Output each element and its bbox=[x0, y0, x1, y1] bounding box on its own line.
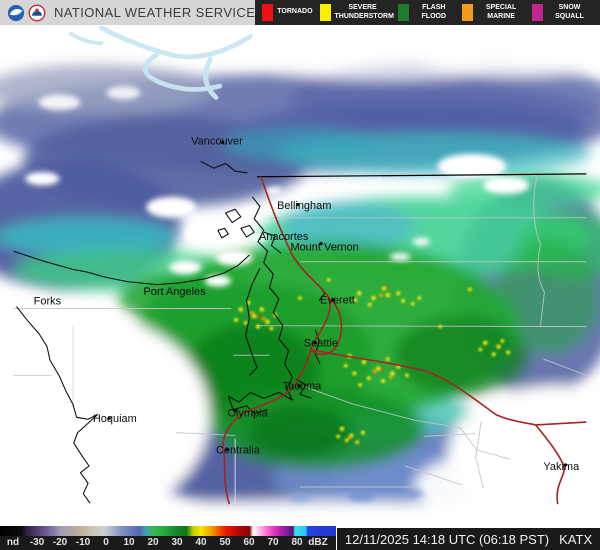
nws-home-link[interactable]: NATIONAL WEATHER SERVICE bbox=[0, 4, 255, 22]
tick-80: 80 bbox=[291, 537, 303, 548]
flash-flood-swatch bbox=[397, 4, 409, 21]
tick-0: 0 bbox=[103, 537, 109, 548]
tick-nd: nd bbox=[6, 537, 20, 548]
highway-lines bbox=[221, 176, 587, 505]
light-echo-specks bbox=[288, 489, 425, 503]
special-marine-swatch bbox=[462, 4, 474, 21]
nws-logo-icon bbox=[28, 4, 46, 21]
county-boundary-lines bbox=[13, 176, 587, 505]
river-lines bbox=[69, 25, 253, 100]
city-label-forks: Forks bbox=[34, 296, 62, 308]
reflectivity-tick-labels: nd -30 -20 -10 0 10 20 30 40 50 60 70 80… bbox=[0, 536, 336, 550]
city-label-bellingham: Bellingham bbox=[277, 200, 331, 212]
legend-item-snow-squall: SNOW SQUALL bbox=[532, 4, 592, 21]
legend-item-special-marine: SPECIAL MARINE bbox=[462, 4, 525, 21]
tick-m30: -30 bbox=[29, 537, 45, 548]
severe-thunderstorm-swatch bbox=[319, 4, 331, 21]
tick-20: 20 bbox=[147, 537, 159, 548]
legend-label: SNOW SQUALL bbox=[555, 4, 584, 20]
legend-label: FLASH FLOOD bbox=[421, 4, 447, 20]
legend-item-flash-flood: FLASH FLOOD bbox=[397, 4, 456, 21]
tick-50: 50 bbox=[219, 537, 231, 548]
legend-label: SEVERE THUNDERSTORM bbox=[334, 4, 394, 20]
city-label-mount-vernon: Mount Vernon bbox=[290, 241, 358, 253]
city-label-yakima: Yakima bbox=[543, 461, 580, 473]
tick-60: 60 bbox=[243, 537, 255, 548]
city-label-centralia: Centralia bbox=[216, 445, 261, 457]
scan-timestamp: 12/11/2025 14:18 UTC (06:18 PST) bbox=[344, 531, 550, 547]
tick-dbz-unit: dBZ bbox=[308, 537, 328, 548]
us-canada-border-line bbox=[257, 173, 587, 178]
snow-squall-swatch bbox=[532, 4, 544, 21]
city-label-vancouver: Vancouver bbox=[191, 135, 243, 147]
legend-item-severe-thunderstorm: SEVERE THUNDERSTORM bbox=[319, 4, 394, 21]
tornado-swatch bbox=[262, 4, 274, 21]
legend-item-tornado: TORNADO bbox=[262, 4, 313, 21]
coastline-layer bbox=[13, 161, 326, 504]
noaa-logo-icon bbox=[7, 4, 25, 21]
reflectivity-colorbar: nd -30 -20 -10 0 10 20 30 40 50 60 70 80… bbox=[0, 526, 336, 550]
city-dots bbox=[107, 140, 567, 467]
tick-40: 40 bbox=[195, 537, 207, 548]
city-label-tacoma: Tacoma bbox=[283, 381, 322, 393]
city-label-hoquiam: Hoquiam bbox=[93, 413, 137, 425]
alerts-legend: TORNADO SEVERE THUNDERSTORM FLASH FLOOD … bbox=[255, 0, 600, 25]
tick-10: 10 bbox=[123, 537, 135, 548]
tick-m20: -20 bbox=[52, 537, 68, 548]
nws-header: NATIONAL WEATHER SERVICE TORNADO SEVERE … bbox=[0, 0, 600, 25]
reflectivity-gradient bbox=[0, 526, 336, 536]
tick-m10: -10 bbox=[75, 537, 91, 548]
city-label-anacortes: Anacortes bbox=[259, 231, 309, 243]
status-bar: 12/11/2025 14:18 UTC (06:18 PST) KATX bbox=[337, 528, 600, 550]
tick-30: 30 bbox=[171, 537, 183, 548]
city-label-olympia: Olympia bbox=[227, 407, 268, 419]
city-label-seattle: Seattle bbox=[304, 338, 338, 350]
city-label-port-angeles: Port Angeles bbox=[143, 286, 206, 298]
city-label-everett: Everett bbox=[320, 295, 355, 307]
agency-title: NATIONAL WEATHER SERVICE bbox=[54, 5, 256, 20]
tick-70: 70 bbox=[267, 537, 279, 548]
legend-label: SPECIAL MARINE bbox=[485, 4, 517, 20]
radar-station-id: KATX bbox=[559, 531, 593, 547]
legend-label: TORNADO bbox=[277, 8, 313, 16]
city-labels: Vancouver Bellingham Anacortes Mount Ver… bbox=[34, 135, 580, 473]
radar-map[interactable]: Vancouver Bellingham Anacortes Mount Ver… bbox=[0, 25, 600, 550]
precipitation-layer bbox=[0, 25, 600, 543]
